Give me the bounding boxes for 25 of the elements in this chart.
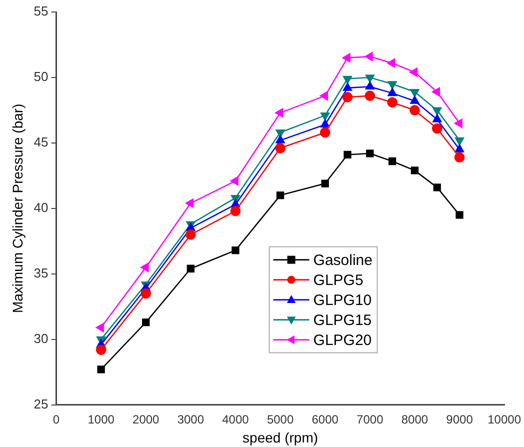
x-tick-label: 10000: [488, 412, 522, 426]
y-tick-label: 55: [34, 4, 48, 19]
x-tick-label: 6000: [312, 412, 339, 426]
legend-label: GLPG10: [313, 292, 372, 309]
y-tick-label: 45: [34, 134, 48, 150]
legend-label: GLPG20: [313, 332, 372, 349]
x-tick-label: 2000: [132, 412, 160, 426]
y-tick-label: 30: [34, 330, 48, 346]
y-axis-title: Maximum Cylinder Pressure (bar): [9, 104, 26, 314]
x-tick-label: 4000: [222, 412, 250, 426]
legend-label: GLPG5: [313, 272, 364, 289]
x-tick-label: 7000: [356, 412, 384, 426]
x-tick-label: 5000: [266, 412, 294, 426]
y-tick-label: 50: [34, 69, 48, 84]
y-tick-label: 25: [34, 396, 48, 412]
y-tick-label: 35: [34, 265, 48, 280]
x-axis-title: speed (rpm): [242, 429, 318, 446]
y-tick-label: 40: [34, 200, 48, 215]
x-tick-label: 3000: [177, 412, 204, 426]
x-tick-label: 1000: [88, 412, 115, 426]
legend-label: Gasoline: [313, 252, 372, 269]
x-tick-label: 8000: [401, 412, 428, 426]
x-tick-label: 0: [52, 412, 60, 426]
x-tick-label: 9000: [446, 412, 474, 426]
legend-label: GLPG15: [313, 312, 372, 329]
